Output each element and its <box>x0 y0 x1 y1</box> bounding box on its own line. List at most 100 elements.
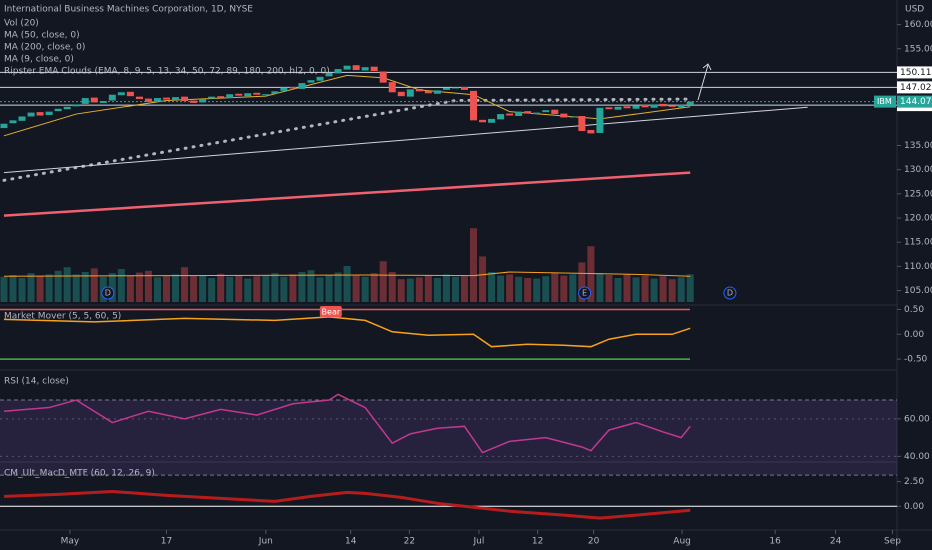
volume-bar <box>144 270 152 302</box>
volume-bar <box>406 278 414 302</box>
volume-bar <box>72 274 80 302</box>
candle <box>659 103 667 107</box>
candle <box>334 69 342 74</box>
indicator-line <box>3 393 691 454</box>
volume-bar <box>108 273 116 302</box>
volume-bar <box>659 276 667 302</box>
projection-arrow <box>697 63 712 101</box>
signal-label: Bear <box>322 308 341 317</box>
candle <box>470 90 478 121</box>
volume-bar <box>442 274 450 302</box>
candle <box>226 94 234 99</box>
event-marker <box>578 286 592 300</box>
candle <box>325 72 333 77</box>
volume-bar <box>54 270 62 302</box>
event-marker-label: D <box>727 289 733 298</box>
volume-bar <box>163 276 171 302</box>
candle <box>316 76 324 81</box>
price-tick-label: 160.00 <box>904 20 932 30</box>
candle <box>442 87 450 90</box>
candle <box>551 109 559 115</box>
candle <box>208 96 216 99</box>
candle <box>569 116 577 118</box>
event-marker-label: E <box>582 289 587 298</box>
panel-tick-label: 60.00 <box>904 414 930 424</box>
candle <box>451 87 459 89</box>
candle <box>587 130 595 134</box>
candle <box>280 87 288 91</box>
volume-bar <box>533 278 541 302</box>
candle <box>614 106 622 110</box>
panel-title: CM_Ult_MacD_MTF (60, 12, 26, 9) <box>4 469 155 479</box>
time-tick-label: 14 <box>345 537 357 547</box>
candle <box>63 106 71 110</box>
volume-bar <box>90 268 98 302</box>
symbol-badge <box>874 95 896 108</box>
candle <box>81 98 89 104</box>
volume-bar <box>262 275 270 302</box>
volume-bar <box>343 266 351 302</box>
candle <box>36 112 44 116</box>
last-price-label: 144.07 <box>900 97 932 107</box>
volume-bar <box>451 276 459 302</box>
candle <box>497 114 505 120</box>
volume-bar <box>63 267 71 302</box>
time-tick-label: 24 <box>830 537 842 547</box>
candle <box>424 90 432 94</box>
candle <box>244 93 252 97</box>
volume-bar <box>650 278 658 302</box>
volume-bar <box>424 275 432 302</box>
volume-bar <box>479 256 487 302</box>
volume-bar <box>686 274 694 302</box>
volume-bar <box>81 272 89 302</box>
candle <box>343 65 351 70</box>
candle <box>27 112 35 117</box>
volume-bar <box>18 278 26 302</box>
candle <box>262 94 270 96</box>
candle <box>217 96 225 98</box>
volume-bar <box>632 277 640 302</box>
candle <box>524 111 532 114</box>
rsi-band <box>0 400 897 476</box>
candle <box>515 111 523 116</box>
volume-ma <box>3 271 691 277</box>
event-marker <box>101 286 115 300</box>
candle <box>172 97 180 101</box>
volume-bar <box>172 274 180 302</box>
price-tick-label: 105.00 <box>904 286 932 296</box>
volume-bar <box>27 273 35 302</box>
candle <box>9 120 17 124</box>
volume-bar <box>361 276 369 302</box>
volume-bar <box>578 262 586 302</box>
volume-bar <box>488 272 496 302</box>
candle <box>542 110 550 113</box>
panel-tick-label: 0.00 <box>904 330 924 340</box>
volume-bar <box>668 279 676 302</box>
candle <box>533 112 541 115</box>
volume-bar <box>190 275 198 302</box>
symbol-title: International Business Machines Corporat… <box>4 5 253 15</box>
volume-bar <box>36 276 44 302</box>
candle <box>379 71 387 83</box>
panel-tick-label: 2.50 <box>904 477 924 487</box>
trend-line <box>3 106 808 174</box>
price-tick-label: 130.00 <box>904 165 932 175</box>
volume-bar <box>506 274 514 302</box>
price-tick-label: 115.00 <box>904 238 932 248</box>
candle <box>632 105 640 109</box>
candle <box>596 107 604 133</box>
candle <box>72 104 80 107</box>
candle <box>289 86 297 89</box>
price-tick-label: 155.00 <box>904 44 932 54</box>
volume-bar <box>325 275 333 302</box>
candle <box>253 92 261 95</box>
volume-bar <box>316 277 324 302</box>
volume-bar <box>280 276 288 302</box>
price-level-label: 147.02 <box>900 83 932 93</box>
candle <box>54 108 62 112</box>
panel-tick-label: 0.50 <box>904 305 924 315</box>
volume-bar <box>596 273 604 302</box>
candle <box>560 113 568 118</box>
panel-tick-label: 0.00 <box>904 502 924 512</box>
candle <box>578 115 586 131</box>
